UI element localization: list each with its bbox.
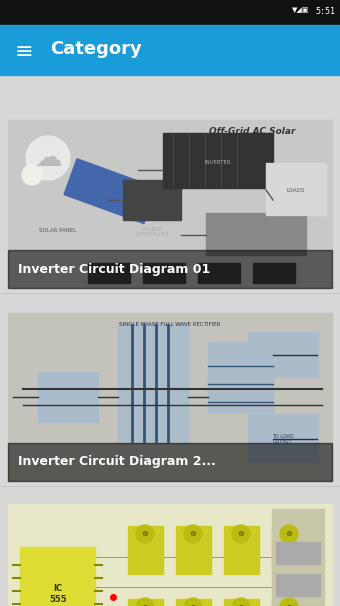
Bar (8, 443, 332, 481)
Bar (123, 180, 181, 220)
Bar (8, 504, 332, 606)
Bar (0, 75, 340, 606)
Bar (272, 526, 307, 574)
Bar (8, 504, 332, 606)
Bar (8, 250, 332, 288)
Text: INVERTER: INVERTER (205, 159, 231, 164)
Circle shape (280, 525, 298, 543)
Text: ⊕: ⊕ (189, 530, 197, 539)
Bar (0, 25, 340, 75)
Text: 5:51: 5:51 (315, 7, 335, 16)
Text: Category: Category (50, 40, 142, 58)
Text: ⊕: ⊕ (238, 602, 244, 606)
Bar (224, 526, 259, 574)
Bar (248, 332, 318, 377)
Text: SOLAR PANEL: SOLAR PANEL (39, 227, 76, 233)
Circle shape (280, 598, 298, 606)
Text: ▼◢▣: ▼◢▣ (292, 7, 309, 13)
Circle shape (22, 165, 42, 185)
Bar (128, 599, 163, 606)
Circle shape (232, 598, 250, 606)
Bar (88, 263, 130, 283)
Bar (0, 0, 340, 25)
Text: IC
555: IC 555 (49, 584, 67, 604)
Circle shape (232, 525, 250, 543)
Bar (118, 323, 188, 443)
Bar (20, 547, 95, 606)
Text: ⊕: ⊕ (238, 530, 244, 539)
Text: SINGLE PHASE FULL WAVE RECTIFIER: SINGLE PHASE FULL WAVE RECTIFIER (119, 322, 221, 327)
Text: ⊕: ⊕ (286, 602, 292, 606)
Bar (208, 342, 273, 412)
Text: ☁: ☁ (34, 144, 62, 172)
Bar (38, 372, 98, 422)
Text: CHARGE
CONTROLLER: CHARGE CONTROLLER (136, 227, 169, 238)
Text: TO LOAD
OUTPUT: TO LOAD OUTPUT (272, 434, 294, 444)
Bar (8, 120, 332, 288)
Bar (8, 313, 332, 481)
Bar (64, 159, 157, 224)
Text: ⊕: ⊕ (141, 602, 149, 606)
Bar (266, 163, 326, 215)
Bar (163, 133, 273, 188)
Text: Inverter Circuit Diagram 01: Inverter Circuit Diagram 01 (18, 262, 210, 276)
Text: ⊕: ⊕ (286, 530, 292, 539)
Bar (248, 414, 318, 462)
Bar (176, 526, 211, 574)
Text: Off-Grid AC Solar: Off-Grid AC Solar (209, 127, 295, 136)
Circle shape (136, 525, 154, 543)
Text: ⊕: ⊕ (141, 530, 149, 539)
Text: Inverter Circuit Diagram 2...: Inverter Circuit Diagram 2... (18, 456, 216, 468)
Bar (276, 542, 320, 564)
Text: ≡: ≡ (15, 42, 34, 62)
Bar (143, 263, 185, 283)
Bar (224, 599, 259, 606)
Bar (276, 574, 320, 596)
Bar (272, 599, 307, 606)
Bar (272, 509, 324, 606)
Bar (198, 263, 240, 283)
Bar (253, 263, 295, 283)
Bar (128, 526, 163, 574)
Circle shape (184, 598, 202, 606)
Circle shape (136, 598, 154, 606)
Circle shape (184, 525, 202, 543)
Text: ⊕: ⊕ (189, 602, 197, 606)
Text: LOADS: LOADS (287, 187, 305, 193)
Bar (206, 213, 306, 255)
Bar (176, 599, 211, 606)
Circle shape (26, 136, 70, 180)
